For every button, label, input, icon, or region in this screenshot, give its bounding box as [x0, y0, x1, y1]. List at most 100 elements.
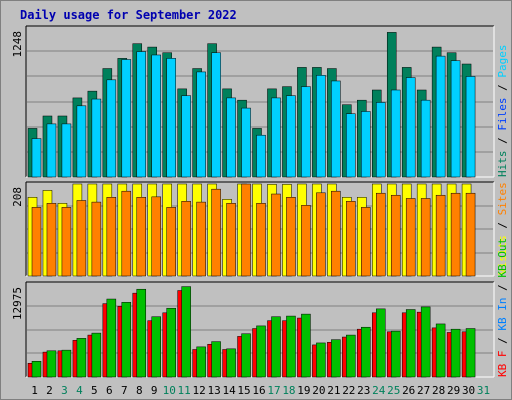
bar-pages [181, 95, 191, 178]
bar-sites [316, 192, 326, 277]
bar-sites [31, 207, 42, 277]
legend-sites: Sites [496, 182, 509, 215]
day-label: 12 [193, 384, 206, 397]
bar-sites [286, 197, 296, 277]
bar-sites [331, 190, 341, 277]
bar-kb-out [106, 298, 117, 378]
legend-kb-out: KB Out [496, 238, 509, 278]
bar-kb-out [271, 316, 281, 378]
bar-pages [151, 54, 161, 178]
panel-middle-ytick: 208 [11, 187, 24, 207]
bar-kb-out [91, 332, 102, 378]
chart-title: Daily usage for September 2022 [20, 8, 237, 22]
day-label: 6 [106, 384, 113, 397]
legend-hits: Hits [496, 151, 509, 178]
bar-pages [256, 134, 266, 178]
bar-pages [136, 51, 147, 178]
bar-kb-out [241, 333, 251, 378]
bar-pages [316, 75, 326, 178]
bar-sites [226, 203, 236, 277]
bar-kb-out [211, 341, 221, 378]
day-label: 15 [237, 384, 250, 397]
bar-kb-out [76, 338, 87, 378]
bar-sites [151, 196, 161, 277]
bar-pages [241, 107, 251, 178]
legend-kb-f: KB F [496, 351, 509, 378]
bar-pages [121, 59, 132, 178]
day-label: 1 [31, 384, 38, 397]
panel-middle-legend: Visits / Sites [496, 182, 509, 275]
bar-sites [361, 207, 371, 277]
day-label: 19 [297, 384, 310, 397]
bar-pages [196, 71, 206, 178]
day-label: 24 [372, 384, 386, 397]
bar-sites [211, 188, 221, 277]
bar-pages [376, 102, 386, 178]
bar-sites [121, 190, 132, 277]
legend-pages: Pages [496, 45, 509, 78]
bar-sites [256, 203, 266, 277]
day-label: 22 [342, 384, 355, 397]
legend-separator: / [496, 278, 509, 298]
panel-top-legend: Hits / Files / Pages [496, 45, 509, 178]
day-label: 7 [121, 384, 128, 397]
bar-sites [465, 192, 476, 277]
bar-kb-out [196, 346, 206, 378]
day-label: 23 [357, 384, 370, 397]
day-label: 29 [447, 384, 460, 397]
day-label: 9 [151, 384, 158, 397]
bar-kb-out [316, 342, 326, 378]
bar-kb-out [420, 306, 431, 378]
bar-pages [106, 79, 117, 178]
legend-separator: / [496, 78, 509, 98]
bar-pages [61, 123, 72, 178]
panel-bottom-legend: KB F / KB In / KB Out [496, 238, 509, 377]
bar-kb-out [166, 307, 176, 378]
bar-sites [376, 192, 386, 277]
legend-separator: / [496, 131, 509, 151]
bar-pages [271, 97, 281, 178]
bar-kb-out [226, 348, 236, 378]
day-label: 2 [46, 384, 53, 397]
bar-sites [106, 197, 117, 277]
bar-pages [31, 138, 42, 178]
day-label: 26 [402, 384, 415, 397]
bar-kb-out [136, 288, 147, 378]
day-label: 30 [462, 384, 475, 397]
bar-kb-out [376, 308, 386, 378]
bar-kb-out [31, 361, 42, 378]
bar-kb-out [151, 316, 161, 378]
day-label: 18 [282, 384, 295, 397]
bar-pages [91, 98, 102, 178]
bar-kb-out [435, 323, 446, 378]
bar-kb-out [361, 326, 371, 378]
bar-kb-out [450, 328, 461, 378]
bar-pages [226, 97, 236, 178]
bar-sites [61, 207, 72, 277]
day-label: 27 [417, 384, 430, 397]
bar-sites [181, 201, 191, 277]
day-label: 10 [163, 384, 176, 397]
bar-sites [435, 194, 446, 277]
bar-kb-out [346, 334, 356, 378]
bar-sites [91, 201, 102, 277]
bar-kb-out [301, 313, 311, 378]
bar-kb-out [256, 325, 266, 378]
bar-sites [450, 192, 461, 277]
day-label: 17 [267, 384, 280, 397]
bar-kb-out [181, 286, 191, 378]
bar-kb-out [286, 315, 296, 378]
bar-sites [76, 200, 87, 277]
bar-kb-out [46, 350, 57, 378]
bar-sites [271, 193, 281, 277]
day-label: 11 [178, 384, 191, 397]
bar-pages [450, 60, 461, 178]
bar-kb-out [465, 328, 476, 378]
bar-sites [390, 194, 401, 277]
bar-sites [46, 203, 57, 277]
bar-pages [46, 123, 57, 178]
bar-sites [136, 197, 147, 277]
bar-sites [301, 205, 311, 277]
bar-pages [286, 95, 296, 178]
legend-files: Files [496, 98, 509, 131]
